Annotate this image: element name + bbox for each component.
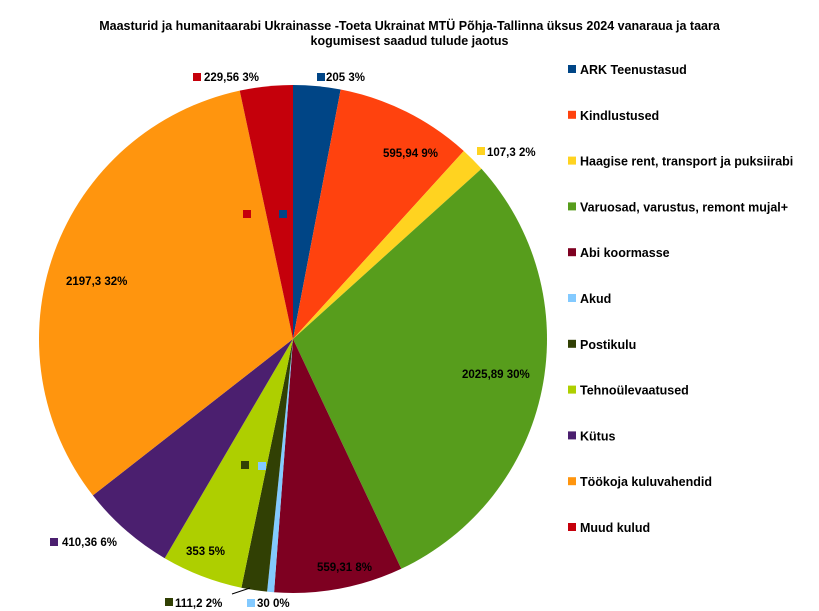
pie-slice-10 bbox=[239, 85, 293, 339]
pie-slice-6 bbox=[241, 339, 293, 592]
legend-label-6: Postikulu bbox=[580, 338, 636, 352]
chart-title-line1: Maasturid ja humanitaarabi Ukrainasse -T… bbox=[99, 19, 720, 33]
legend-label-3: Varuosad, varustus, remont mujal+ bbox=[580, 200, 788, 214]
legend-swatch-2 bbox=[568, 156, 576, 165]
legend-label-2: Haagise rent, transport ja puksiirabi bbox=[580, 155, 793, 169]
data-label-marker-5 bbox=[247, 599, 255, 607]
data-label-marker-6 bbox=[165, 598, 173, 606]
legend-swatch-7 bbox=[568, 385, 576, 394]
pie-slice-8 bbox=[92, 339, 293, 559]
data-label-7: 353 5% bbox=[186, 546, 225, 558]
data-label-2: 107,3 2% bbox=[487, 147, 536, 159]
data-label-5: 30 0% bbox=[257, 598, 290, 610]
legend-swatch-1 bbox=[568, 110, 576, 119]
legend-label-1: Kindlustused bbox=[580, 109, 659, 123]
data-label-8: 410,36 6% bbox=[62, 537, 117, 549]
leader-line bbox=[231, 587, 251, 595]
legend-label-10: Muud kulud bbox=[580, 521, 650, 535]
marker-square bbox=[241, 461, 249, 469]
data-label-9: 2197,3 32% bbox=[66, 276, 127, 288]
marker-square bbox=[243, 210, 251, 218]
legend-swatch-3 bbox=[568, 202, 576, 211]
marker-square bbox=[351, 246, 359, 254]
legend-label-8: Kütus bbox=[580, 429, 615, 443]
legend-label-4: Abi koormasse bbox=[580, 246, 670, 260]
legend-label-9: Töökoja kuluvahendid bbox=[580, 475, 712, 489]
data-label-3: 2025,89 30% bbox=[462, 369, 530, 381]
data-label-6: 111,2 2% bbox=[175, 598, 222, 610]
chart-title-line2: kogumisest saadud tulude jaotus bbox=[310, 34, 509, 48]
marker-square bbox=[258, 462, 266, 470]
pie-slice-1 bbox=[293, 89, 464, 339]
legend-swatch-10 bbox=[568, 523, 576, 531]
pie-slice-4 bbox=[274, 339, 402, 594]
chart-title: Maasturid ja humanitaarabi Ukrainasse -T… bbox=[0, 19, 819, 49]
legend-swatch-8 bbox=[568, 431, 576, 440]
pie-slice-5 bbox=[267, 339, 293, 593]
legend-swatch-0 bbox=[568, 65, 576, 73]
legend-swatch-6 bbox=[568, 339, 576, 348]
legend-label-0: ARK Teenustasud bbox=[580, 63, 687, 77]
legend-swatch-4 bbox=[568, 248, 576, 257]
legend-swatch-9 bbox=[568, 477, 576, 486]
data-label-4: 559,31 8% bbox=[317, 562, 372, 574]
data-label-1: 595,94 9% bbox=[383, 148, 438, 160]
pie-slice-3 bbox=[293, 168, 548, 569]
data-label-marker-2 bbox=[477, 147, 485, 155]
data-label-10: 229,56 3% bbox=[204, 72, 259, 84]
pie-slice-2 bbox=[293, 150, 482, 339]
pie-slice-0 bbox=[293, 85, 341, 339]
data-label-marker-8 bbox=[50, 538, 58, 546]
data-label-0: 205 3% bbox=[326, 72, 365, 84]
legend-label-5: Akud bbox=[580, 292, 611, 306]
pie-slice-7 bbox=[164, 339, 293, 588]
data-label-marker-10 bbox=[193, 73, 201, 81]
pie-slice-9 bbox=[38, 90, 293, 496]
data-label-marker-0 bbox=[317, 73, 325, 81]
legend-swatch-5 bbox=[568, 294, 576, 302]
legend-label-7: Tehnoülevaatused bbox=[580, 384, 689, 398]
marker-square bbox=[279, 210, 287, 218]
